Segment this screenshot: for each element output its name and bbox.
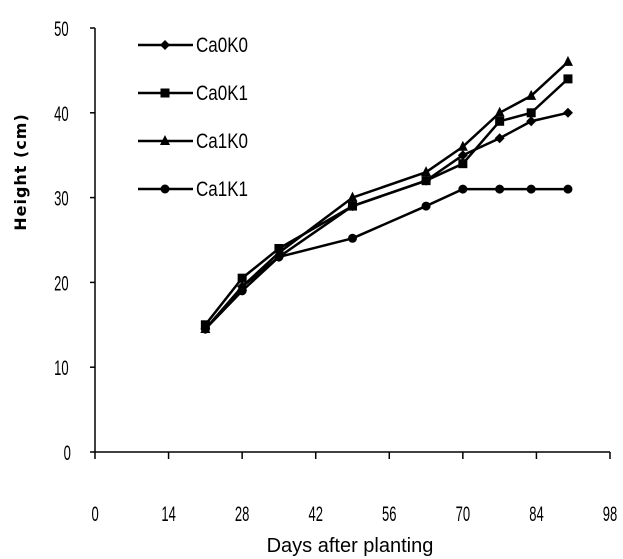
data-point-circle [458,184,468,194]
data-point-triangle [494,106,505,117]
x-ticks: 0 14 28 42 56 70 84 98 [91,452,617,526]
legend-label: Ca1K0 [196,130,248,153]
data-series [200,55,573,335]
data-point-circle [348,233,357,243]
y-ticks: 0 10 20 30 40 50 [54,17,95,465]
legend-label: Ca0K0 [196,34,248,57]
data-point-circle [274,252,284,262]
data-point-diamond [160,40,170,50]
legend-item: Ca1K0 [138,130,248,153]
data-point-square [421,176,431,186]
series-Ca0K1 [200,74,573,330]
x-tick-label: 56 [382,502,396,526]
series-line [204,111,569,330]
data-point-square [160,88,170,98]
data-point-square [458,159,468,169]
data-point-diamond [526,116,537,127]
data-point-circle [237,286,247,296]
x-tick-label: 70 [456,502,471,526]
series-Ca0K0 [200,107,573,335]
data-point-square [563,74,573,84]
data-point-diamond [494,133,505,144]
x-axis-title: Days after planting [267,535,434,557]
x-tick-label: 28 [235,502,249,526]
data-point-diamond [562,107,573,118]
legend: Ca0K0 Ca0K1 Ca1K0 Ca1K1 [138,34,248,201]
series-line [204,187,568,330]
y-tick-label: 40 [54,102,69,126]
data-point-triangle [526,89,537,100]
legend-item: Ca1K1 [138,178,248,201]
data-point-triangle [347,191,358,202]
x-tick-label: 0 [91,502,98,526]
data-point-triangle [421,166,432,177]
data-point-triangle [562,55,573,66]
data-point-circle [495,184,505,194]
series-Ca1K1 [200,184,573,334]
data-point-square [495,116,505,126]
data-point-triangle [457,140,468,151]
data-point-circle [421,201,431,211]
data-point-circle [160,184,170,194]
y-tick-label: 20 [54,271,69,295]
data-point-circle [526,184,536,194]
data-point-triangle [160,135,170,145]
x-tick-label: 98 [603,502,617,526]
data-point-square [526,108,536,118]
y-tick-label: 0 [64,441,71,465]
y-axis-title: Height (cm) [11,113,30,231]
x-tick-label: 84 [529,502,544,526]
series-line [204,77,569,326]
data-point-circle [200,324,210,334]
legend-item: Ca0K1 [138,82,248,105]
data-point-square [237,273,247,283]
legend-label: Ca1K1 [196,178,248,201]
x-tick-label: 42 [308,502,322,526]
y-tick-label: 10 [54,356,69,380]
data-point-circle [563,184,573,194]
legend-label: Ca0K1 [196,82,248,105]
axes [94,28,610,453]
x-tick-label: 14 [161,502,176,526]
y-tick-label: 30 [54,186,69,210]
data-point-diamond [457,150,468,161]
data-point-square [348,201,357,211]
legend-item: Ca0K0 [138,34,248,57]
y-tick-label: 50 [54,17,69,41]
